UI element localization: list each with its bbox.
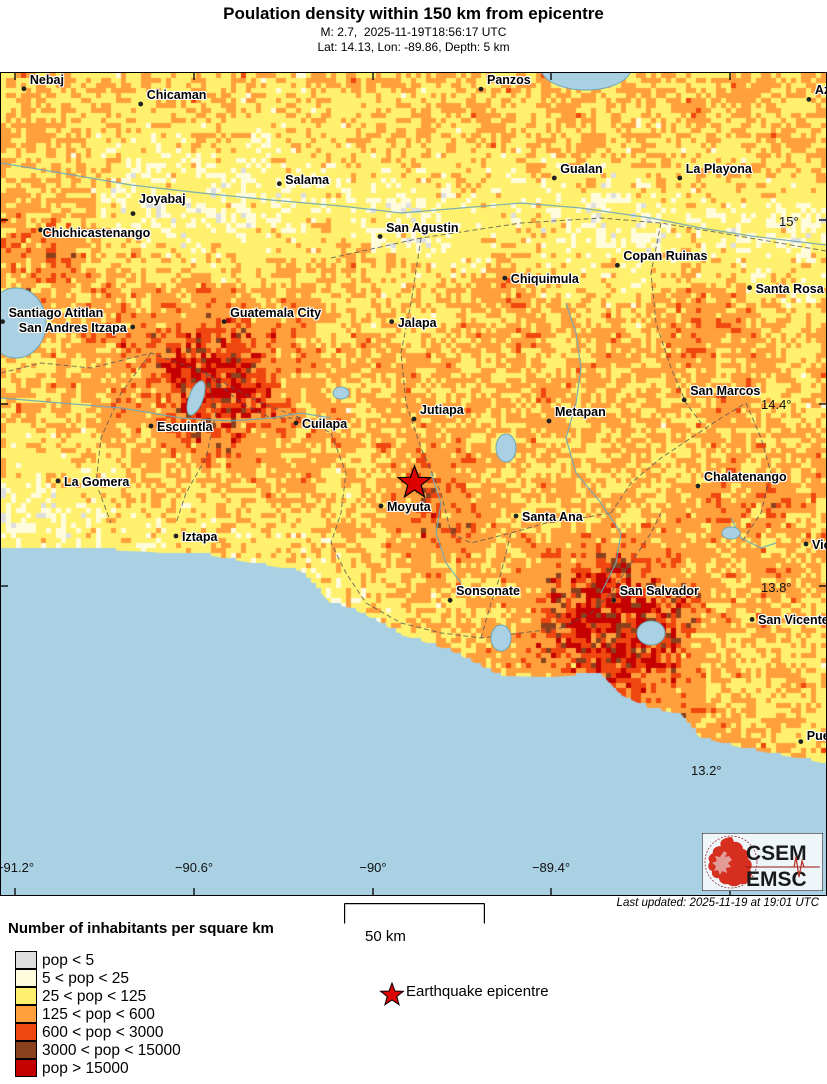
svg-text:CSEM: CSEM: [746, 842, 807, 865]
